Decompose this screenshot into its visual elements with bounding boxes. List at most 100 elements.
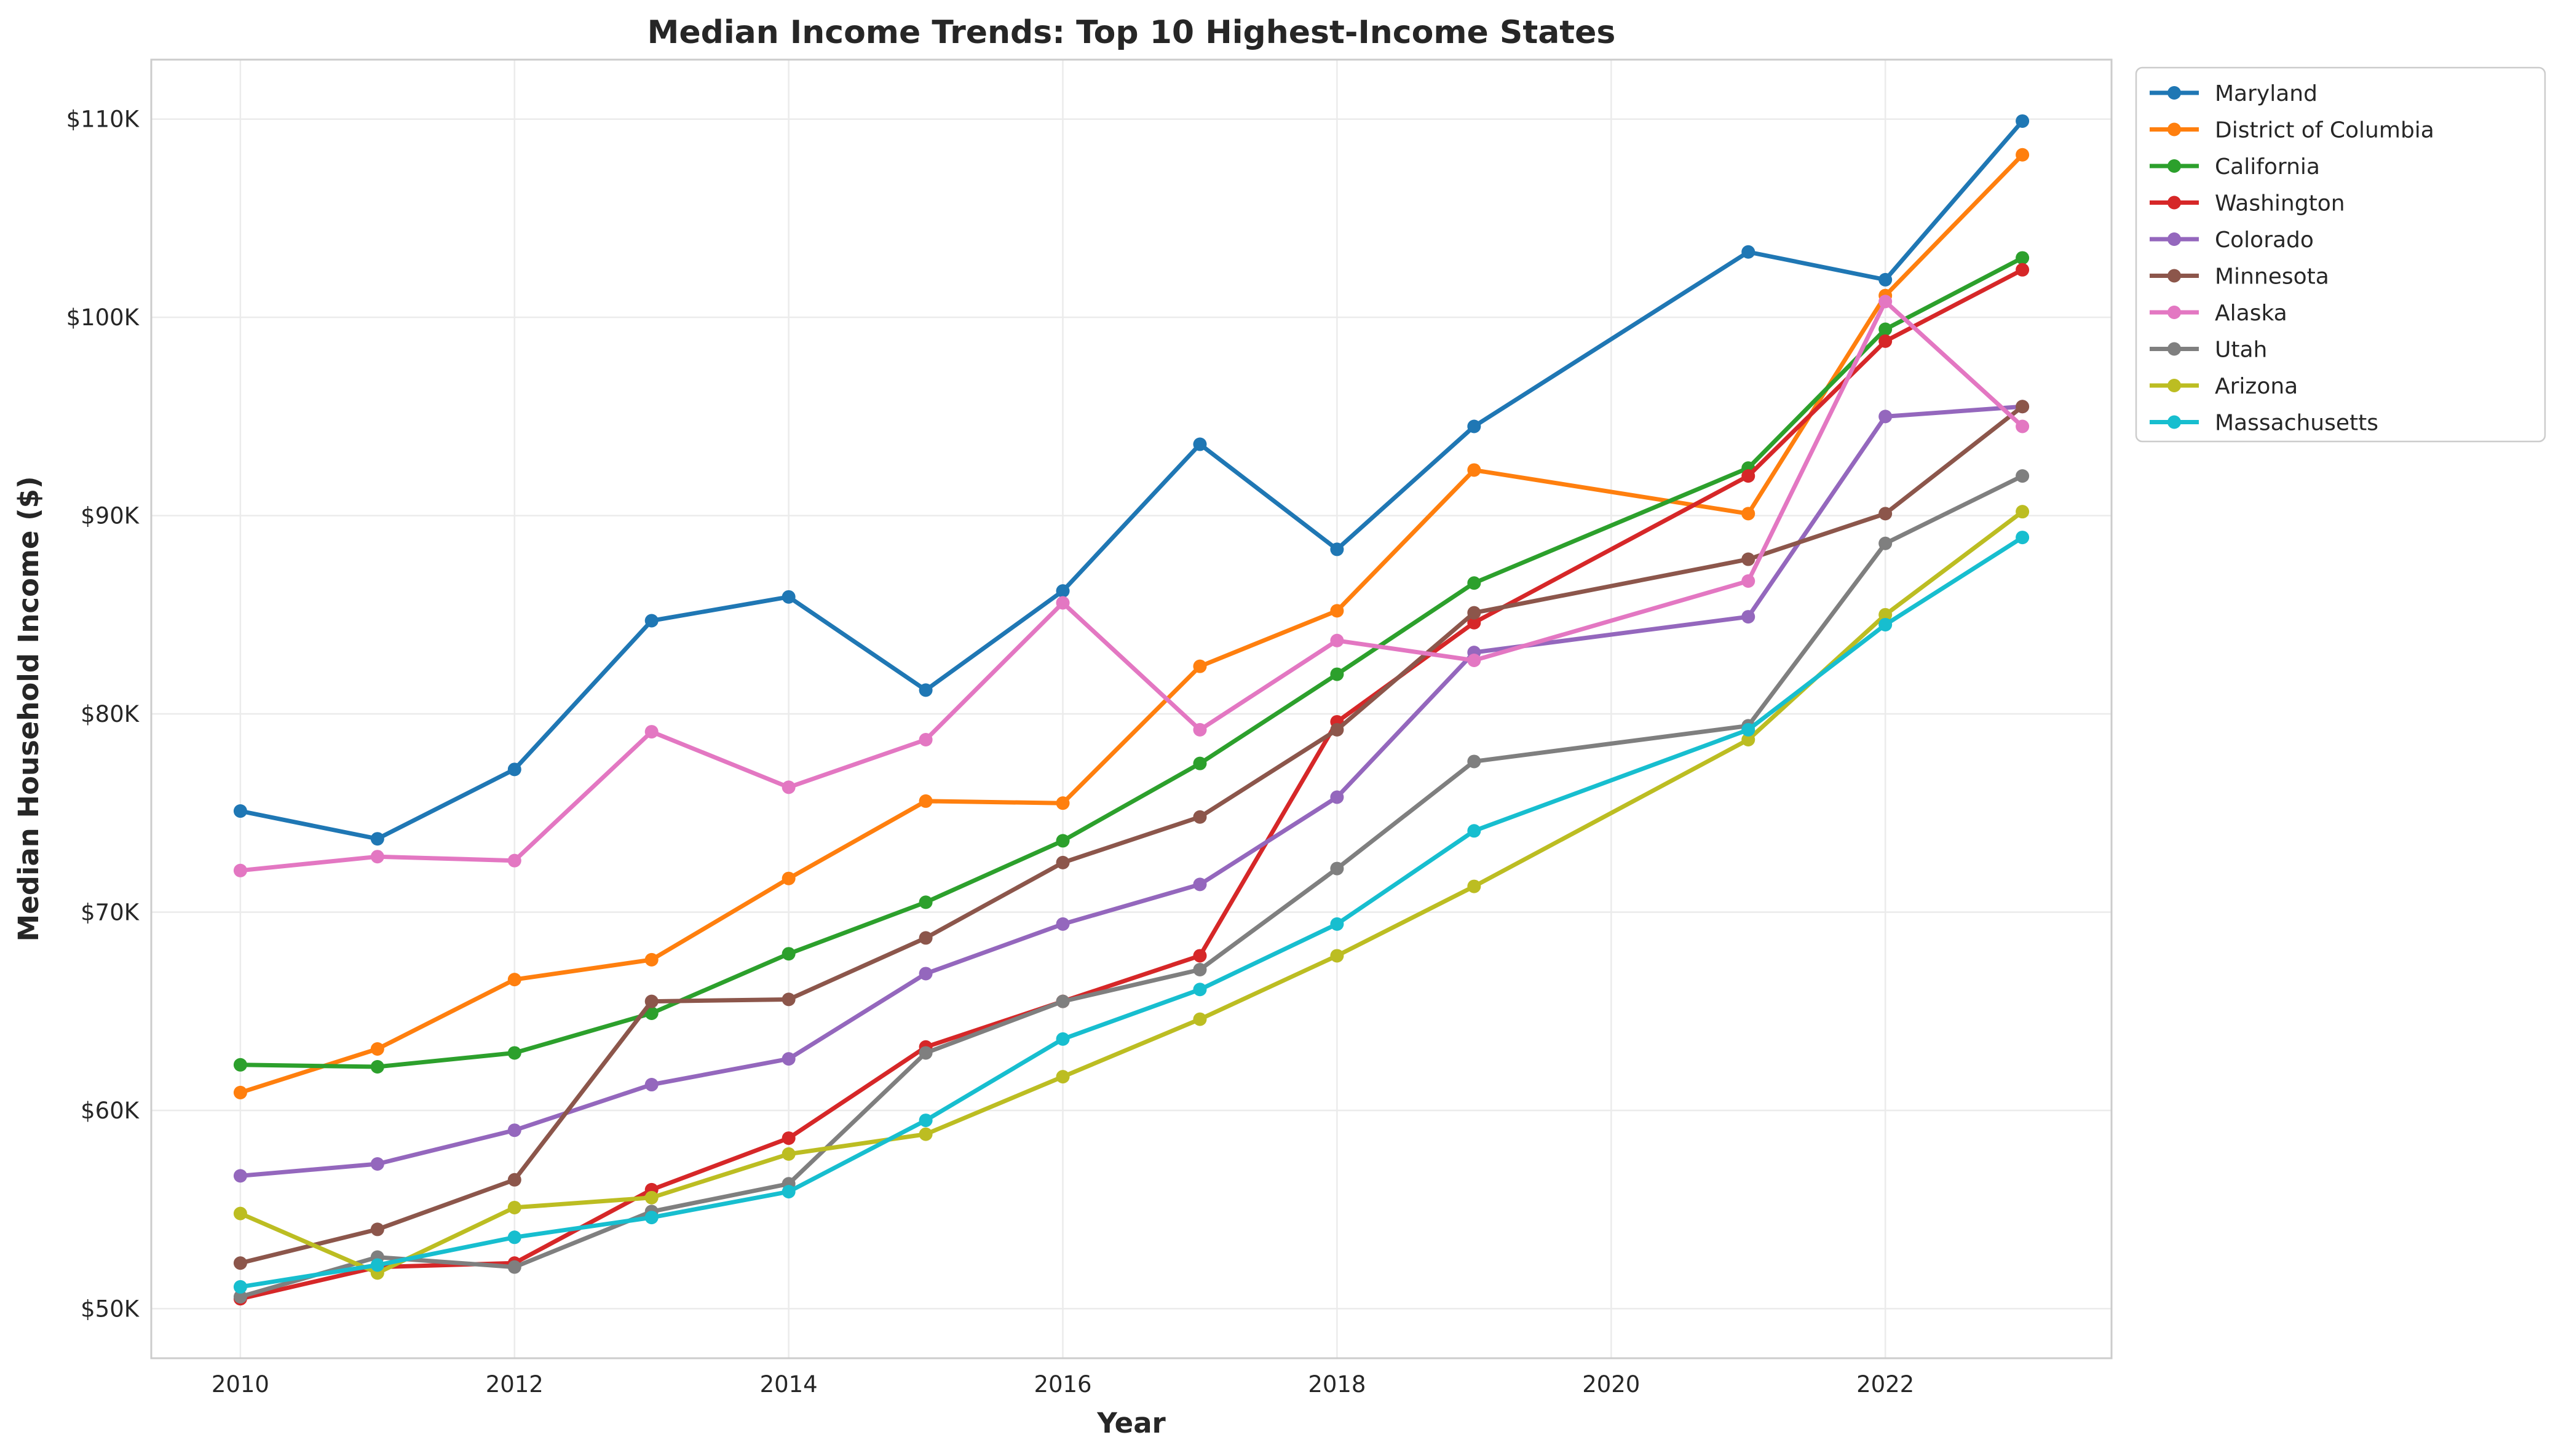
legend-marker <box>2167 86 2181 100</box>
x-axis-ticks: 2010 2012 2014 2016 2018 2020 2022 <box>212 1371 1914 1398</box>
data-point-california <box>2016 251 2030 265</box>
legend: Maryland District of Columbia California Wa… <box>2135 66 2546 443</box>
series-lines <box>233 114 2030 1306</box>
legend-label: District of Columbia <box>2215 118 2434 143</box>
data-point-utah <box>919 1046 933 1060</box>
data-point-california <box>1056 834 1070 848</box>
series-maryland <box>233 114 2030 846</box>
data-point-colorado <box>507 1123 521 1138</box>
data-point-district-of-columbia <box>1741 507 1755 521</box>
data-point-district-of-columbia <box>919 794 933 808</box>
data-point-maryland <box>2016 114 2030 128</box>
x-tick-label: 2020 <box>1582 1371 1640 1398</box>
legend-label: Massachusetts <box>2215 411 2378 436</box>
x-tick-label: 2022 <box>1856 1371 1914 1398</box>
data-point-alaska <box>1056 596 1070 610</box>
legend-item-utah: Utah <box>2150 338 2267 363</box>
data-point-massachusetts <box>1330 917 1344 931</box>
data-point-arizona <box>507 1200 521 1214</box>
y-tick-label: $90K <box>81 503 140 529</box>
data-point-california <box>1467 576 1481 590</box>
data-point-colorado <box>782 1052 796 1066</box>
data-point-minnesota <box>1467 606 1481 620</box>
data-point-utah <box>2016 469 2030 483</box>
series-arizona <box>233 505 2030 1280</box>
data-point-massachusetts <box>1741 722 1755 737</box>
data-point-colorado <box>1330 790 1344 804</box>
data-point-district-of-columbia <box>1193 659 1207 673</box>
legend-item-alaska: Alaska <box>2150 301 2287 326</box>
x-tick-label: 2016 <box>1034 1371 1091 1398</box>
data-point-california <box>233 1058 247 1072</box>
data-point-california <box>370 1060 384 1074</box>
data-point-alaska <box>1878 295 1893 309</box>
y-tick-label: $80K <box>81 701 140 727</box>
y-axis-ticks: $50K $60K $70K $80K $90K $100K $110K <box>66 106 140 1323</box>
plot-frame <box>150 58 2113 1359</box>
data-point-minnesota <box>2016 400 2030 414</box>
data-point-colorado <box>1741 610 1755 624</box>
data-point-minnesota <box>919 931 933 945</box>
series-california <box>233 251 2030 1074</box>
data-point-maryland <box>1741 245 1755 259</box>
data-point-maryland <box>1467 419 1481 433</box>
y-tick-label: $70K <box>81 900 140 926</box>
data-point-colorado <box>919 967 933 981</box>
data-point-utah <box>507 1260 521 1274</box>
legend-label: Colorado <box>2215 228 2314 253</box>
series-colorado <box>233 400 2030 1183</box>
data-point-district-of-columbia <box>2016 148 2030 162</box>
data-point-colorado <box>370 1157 384 1171</box>
data-point-minnesota <box>1330 722 1344 737</box>
data-point-arizona <box>1878 607 1893 622</box>
legend-item-california: California <box>2150 154 2320 180</box>
legend-item-arizona: Arizona <box>2150 374 2298 399</box>
legend-label: Utah <box>2215 338 2267 363</box>
data-point-washington <box>1878 334 1893 348</box>
data-point-district-of-columbia <box>507 973 521 987</box>
data-point-california <box>1330 667 1344 681</box>
data-point-minnesota <box>1056 855 1070 869</box>
legend-marker <box>2167 122 2181 136</box>
data-point-massachusetts <box>782 1185 796 1199</box>
x-tick-label: 2012 <box>486 1371 544 1398</box>
data-point-utah <box>1467 754 1481 769</box>
data-point-colorado <box>1056 917 1070 931</box>
data-point-arizona <box>644 1190 659 1205</box>
data-point-washington <box>1193 949 1207 963</box>
y-axis-label: Median Household Income ($) <box>12 476 45 941</box>
legend-marker <box>2167 159 2181 173</box>
data-point-utah <box>1878 536 1893 550</box>
data-point-minnesota <box>507 1173 521 1187</box>
data-point-utah <box>1056 994 1070 1008</box>
data-point-arizona <box>1741 732 1755 746</box>
data-point-district-of-columbia <box>370 1042 384 1056</box>
data-point-massachusetts <box>1056 1032 1070 1046</box>
grid-lines <box>151 60 2112 1358</box>
legend-marker <box>2167 342 2181 356</box>
legend-label: California <box>2215 154 2320 180</box>
data-point-alaska <box>1193 722 1207 737</box>
data-point-alaska <box>507 853 521 868</box>
y-tick-label: $110K <box>66 106 140 133</box>
data-point-massachusetts <box>1467 824 1481 838</box>
x-tick-label: 2010 <box>212 1371 269 1398</box>
data-point-washington <box>1467 615 1481 630</box>
data-point-arizona <box>1193 1012 1207 1026</box>
data-point-district-of-columbia <box>233 1085 247 1099</box>
data-point-massachusetts <box>233 1280 247 1294</box>
data-point-utah <box>1330 861 1344 876</box>
data-point-colorado <box>644 1078 659 1092</box>
data-point-arizona <box>919 1127 933 1141</box>
legend-label: Alaska <box>2215 301 2287 326</box>
data-point-massachusetts <box>370 1258 384 1272</box>
series-minnesota <box>233 400 2030 1270</box>
data-point-alaska <box>233 863 247 877</box>
data-point-maryland <box>1193 437 1207 451</box>
legend-marker <box>2167 415 2181 429</box>
data-point-district-of-columbia <box>644 952 659 967</box>
data-point-california <box>1193 756 1207 770</box>
chart-title: Median Income Trends: Top 10 Highest-Inc… <box>647 14 1616 51</box>
y-tick-label: $50K <box>81 1296 140 1322</box>
